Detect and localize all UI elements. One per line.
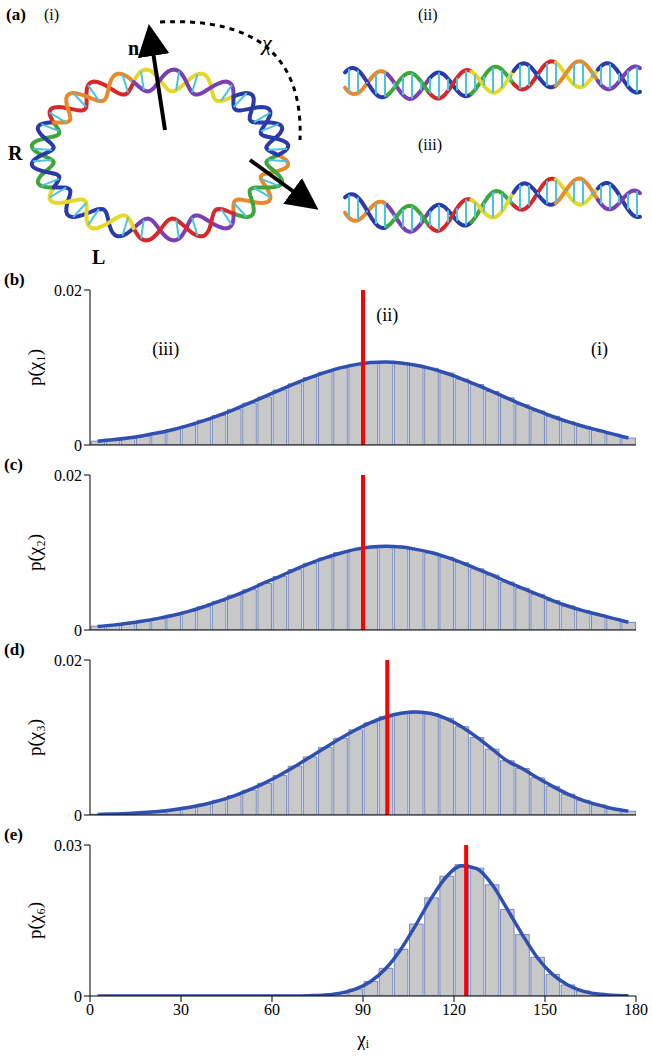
html-text:(e): (e) <box>4 825 23 844</box>
svg-text:0: 0 <box>74 437 82 454</box>
svg-text:p(χ₆): p(χ₆) <box>24 902 46 939</box>
svg-text:χᵢ: χᵢ <box>356 1028 370 1050</box>
svg-text:(ii): (ii) <box>376 305 398 326</box>
svg-text:0: 0 <box>74 807 82 824</box>
svg-text:p(χ₃): p(χ₃) <box>24 719 46 756</box>
svg-text:p(χ₂): p(χ₂) <box>24 534 46 571</box>
svg-text:(ii): (ii) <box>418 6 438 24</box>
svg-text:30: 30 <box>173 1001 189 1018</box>
svg-text:χ: χ <box>260 30 273 55</box>
svg-text:(i): (i) <box>44 6 59 24</box>
svg-text:(i): (i) <box>591 339 608 360</box>
svg-text:L: L <box>92 246 105 268</box>
svg-text:150: 150 <box>533 1001 557 1018</box>
svg-text:90: 90 <box>355 1001 371 1018</box>
svg-text:0.02: 0.02 <box>54 652 82 669</box>
html-text:(d): (d) <box>4 640 25 659</box>
svg-text:0: 0 <box>74 622 82 639</box>
html-text:(b): (b) <box>4 270 25 289</box>
svg-text:180: 180 <box>624 1001 648 1018</box>
svg-text:n: n <box>128 37 139 59</box>
svg-text:0.02: 0.02 <box>54 282 82 299</box>
svg-text:0: 0 <box>86 1001 94 1018</box>
svg-text:(iii): (iii) <box>152 339 179 360</box>
html-text:(c): (c) <box>4 455 23 474</box>
svg-text:(iii): (iii) <box>418 136 442 154</box>
svg-text:120: 120 <box>442 1001 466 1018</box>
svg-text:0.03: 0.03 <box>54 837 82 854</box>
svg-text:p(χ₁): p(χ₁) <box>24 349 46 386</box>
svg-text:0.02: 0.02 <box>54 467 82 484</box>
svg-text:60: 60 <box>264 1001 280 1018</box>
svg-text:(a): (a) <box>6 5 26 24</box>
svg-text:R: R <box>8 142 23 164</box>
svg-text:0: 0 <box>74 988 82 1005</box>
